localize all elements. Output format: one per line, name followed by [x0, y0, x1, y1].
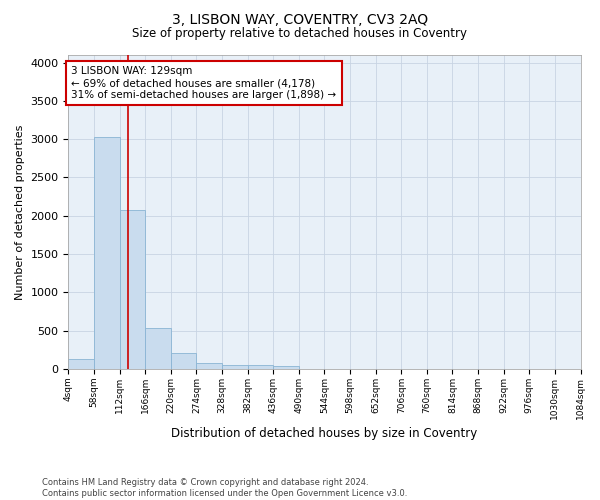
- Bar: [196, 363, 222, 369]
- Bar: [68, 359, 94, 369]
- Text: Size of property relative to detached houses in Coventry: Size of property relative to detached ho…: [133, 28, 467, 40]
- Text: 3 LISBON WAY: 129sqm
← 69% of detached houses are smaller (4,178)
31% of semi-de: 3 LISBON WAY: 129sqm ← 69% of detached h…: [71, 66, 337, 100]
- Y-axis label: Number of detached properties: Number of detached properties: [15, 124, 25, 300]
- Bar: [222, 365, 248, 369]
- Text: 3, LISBON WAY, COVENTRY, CV3 2AQ: 3, LISBON WAY, COVENTRY, CV3 2AQ: [172, 12, 428, 26]
- X-axis label: Distribution of detached houses by size in Coventry: Distribution of detached houses by size …: [172, 427, 478, 440]
- Bar: [119, 210, 145, 369]
- Bar: [248, 366, 273, 369]
- Text: Contains HM Land Registry data © Crown copyright and database right 2024.
Contai: Contains HM Land Registry data © Crown c…: [42, 478, 407, 498]
- Bar: [94, 137, 119, 369]
- Bar: [145, 328, 171, 369]
- Bar: [273, 366, 299, 369]
- Bar: [171, 353, 196, 369]
